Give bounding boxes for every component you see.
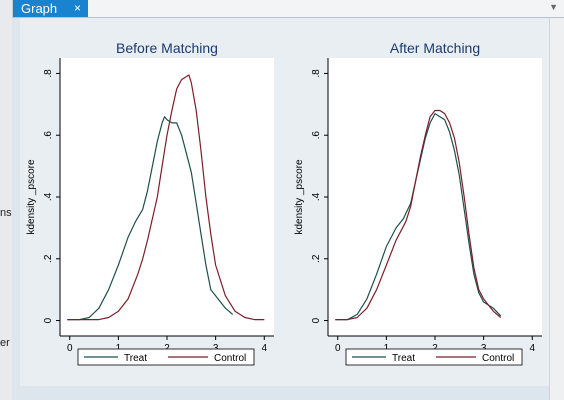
x-tick-label: 1	[116, 343, 122, 354]
y-tick-label: .6	[43, 131, 54, 140]
y-tick-label: .8	[311, 69, 322, 78]
legend-label-control: Control	[482, 353, 514, 364]
y-tick-label: .2	[43, 254, 54, 263]
truncated-sidebar-text: er	[0, 337, 10, 349]
chart-title: Before Matching	[116, 40, 218, 56]
chevron-down-icon[interactable]: ▼	[549, 2, 558, 12]
x-tick-label: 3	[213, 343, 219, 354]
tab-label: Graph	[21, 1, 58, 16]
y-tick-label: .4	[43, 192, 54, 201]
x-tick-label: 0	[67, 343, 73, 354]
y-tick-label: 0	[43, 317, 54, 323]
x-tick-label: 1	[384, 343, 390, 354]
legend-label-control: Control	[214, 353, 246, 364]
legend-box	[77, 348, 255, 366]
vertical-scrollbar[interactable]	[549, 18, 564, 400]
legend-label-treat: Treat	[392, 353, 415, 364]
chart-panel-before: Before Matching0.2.4.6.801234Pscorekdens…	[20, 18, 288, 386]
truncated-sidebar-text: ns	[0, 207, 12, 219]
y-tick-label: .8	[43, 69, 54, 78]
tab-graph[interactable]: Graph ×	[12, 0, 88, 17]
series-line-treat	[335, 112, 502, 321]
x-tick-label: 3	[481, 343, 487, 354]
chart-before-matching: Before Matching0.2.4.6.801234Pscorekdens…	[26, 40, 274, 366]
legend-box	[345, 348, 523, 366]
x-tick-label: 2	[164, 343, 170, 354]
legend-label-treat: Treat	[124, 353, 147, 364]
y-tick-label: .4	[311, 192, 322, 201]
x-tick-label: 0	[335, 343, 341, 354]
x-tick-label: 4	[261, 343, 267, 354]
series-line-control	[67, 74, 265, 321]
chart-title: After Matching	[390, 40, 480, 56]
close-icon[interactable]: ×	[73, 1, 81, 15]
plot-area	[328, 58, 542, 336]
plot-area	[60, 58, 274, 336]
x-tick-label: 2	[432, 343, 438, 354]
series-line-control	[335, 109, 502, 321]
x-tick-label: 4	[529, 343, 535, 354]
y-tick-label: .6	[311, 131, 322, 140]
y-axis-label: kdensity _pscore	[26, 159, 37, 234]
chart-after-matching: After Matching0.2.4.6.801234Pscorekdensi…	[294, 40, 542, 366]
y-tick-label: 0	[311, 317, 322, 323]
chart-panel-after: After Matching0.2.4.6.801234Pscorekdensi…	[288, 18, 556, 386]
y-tick-label: .2	[311, 254, 322, 263]
y-axis-label: kdensity _pscore	[294, 159, 305, 234]
series-line-treat	[67, 116, 234, 321]
tab-bar: Graph × ▼	[0, 0, 564, 18]
